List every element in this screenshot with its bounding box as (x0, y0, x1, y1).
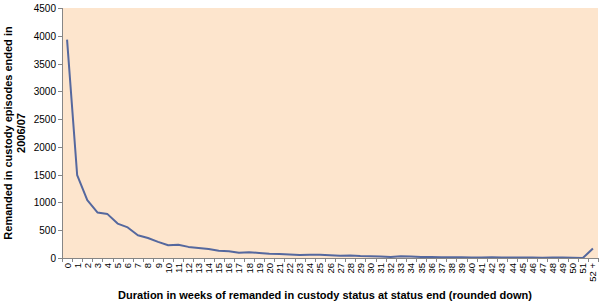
plot-area (62, 8, 598, 258)
y-tick-label: 1000 (34, 197, 57, 208)
x-tick (325, 258, 326, 262)
x-tick (295, 258, 296, 262)
x-tick (527, 258, 528, 262)
x-tick (102, 258, 103, 262)
x-tick (315, 258, 316, 262)
x-tick (497, 258, 498, 262)
data-line (67, 40, 593, 258)
x-tick (123, 258, 124, 262)
y-tick-label: 2000 (34, 142, 57, 153)
y-axis-title: Remanded in custody episodes ended in200… (2, 26, 27, 240)
x-tick (426, 258, 427, 262)
y-axis-title-line: 2006/07 (15, 113, 27, 153)
y-tick (58, 64, 62, 65)
x-tick (244, 258, 245, 262)
x-tick (446, 258, 447, 262)
x-tick (487, 258, 488, 262)
x-tick (62, 258, 63, 262)
x-tick (386, 258, 387, 262)
x-tick (568, 258, 569, 262)
x-tick (578, 258, 579, 262)
x-tick (214, 258, 215, 262)
x-tick (254, 258, 255, 262)
x-tick (467, 258, 468, 262)
x-tick (72, 258, 73, 262)
x-tick (305, 258, 306, 262)
y-axis-title-line: Remanded in custody episodes ended in (2, 26, 14, 240)
y-tick (58, 175, 62, 176)
x-tick (507, 258, 508, 262)
x-tick (335, 258, 336, 262)
x-tick (82, 258, 83, 262)
y-tick-label: 500 (39, 225, 56, 236)
x-tick (376, 258, 377, 262)
y-tick-label: 4000 (34, 31, 57, 42)
x-tick (355, 258, 356, 262)
y-tick (58, 202, 62, 203)
x-tick (456, 258, 457, 262)
x-tick (204, 258, 205, 262)
x-tick (406, 258, 407, 262)
x-tick (173, 258, 174, 262)
x-tick (436, 258, 437, 262)
plot-marks (67, 40, 593, 258)
x-tick (143, 258, 144, 262)
y-tick-label: 1500 (34, 170, 57, 181)
y-tick-label: 3000 (34, 86, 57, 97)
x-tick (537, 258, 538, 262)
x-tick (193, 258, 194, 262)
x-tick (547, 258, 548, 262)
x-tick (153, 258, 154, 262)
x-tick (598, 258, 599, 262)
x-tick (477, 258, 478, 262)
y-tick-label: 2500 (34, 114, 57, 125)
y-tick (58, 258, 62, 259)
x-tick (284, 258, 285, 262)
y-axis (62, 8, 63, 258)
x-tick (234, 258, 235, 262)
background (0, 0, 605, 305)
x-tick-label: 52 + (587, 263, 598, 282)
y-tick (58, 119, 62, 120)
x-tick (345, 258, 346, 262)
x-tick (113, 258, 114, 262)
y-tick (58, 230, 62, 231)
x-tick (274, 258, 275, 262)
x-axis-title: Duration in weeks of remanded in custody… (118, 289, 532, 301)
chart: 0500100015002000250030003500400045000123… (0, 0, 605, 305)
y-tick (58, 147, 62, 148)
x-tick (183, 258, 184, 262)
x-tick (264, 258, 265, 262)
x-tick (416, 258, 417, 262)
y-tick-label: 3500 (34, 59, 57, 70)
x-tick (163, 258, 164, 262)
x-tick (588, 258, 589, 262)
y-tick (58, 8, 62, 9)
x-tick (92, 258, 93, 262)
y-tick-label: 0 (50, 253, 56, 264)
x-tick (396, 258, 397, 262)
y-tick (58, 91, 62, 92)
x-tick (517, 258, 518, 262)
x-tick (558, 258, 559, 262)
y-tick (58, 36, 62, 37)
x-tick (133, 258, 134, 262)
y-tick-label: 4500 (34, 3, 57, 14)
x-tick (224, 258, 225, 262)
x-tick (365, 258, 366, 262)
